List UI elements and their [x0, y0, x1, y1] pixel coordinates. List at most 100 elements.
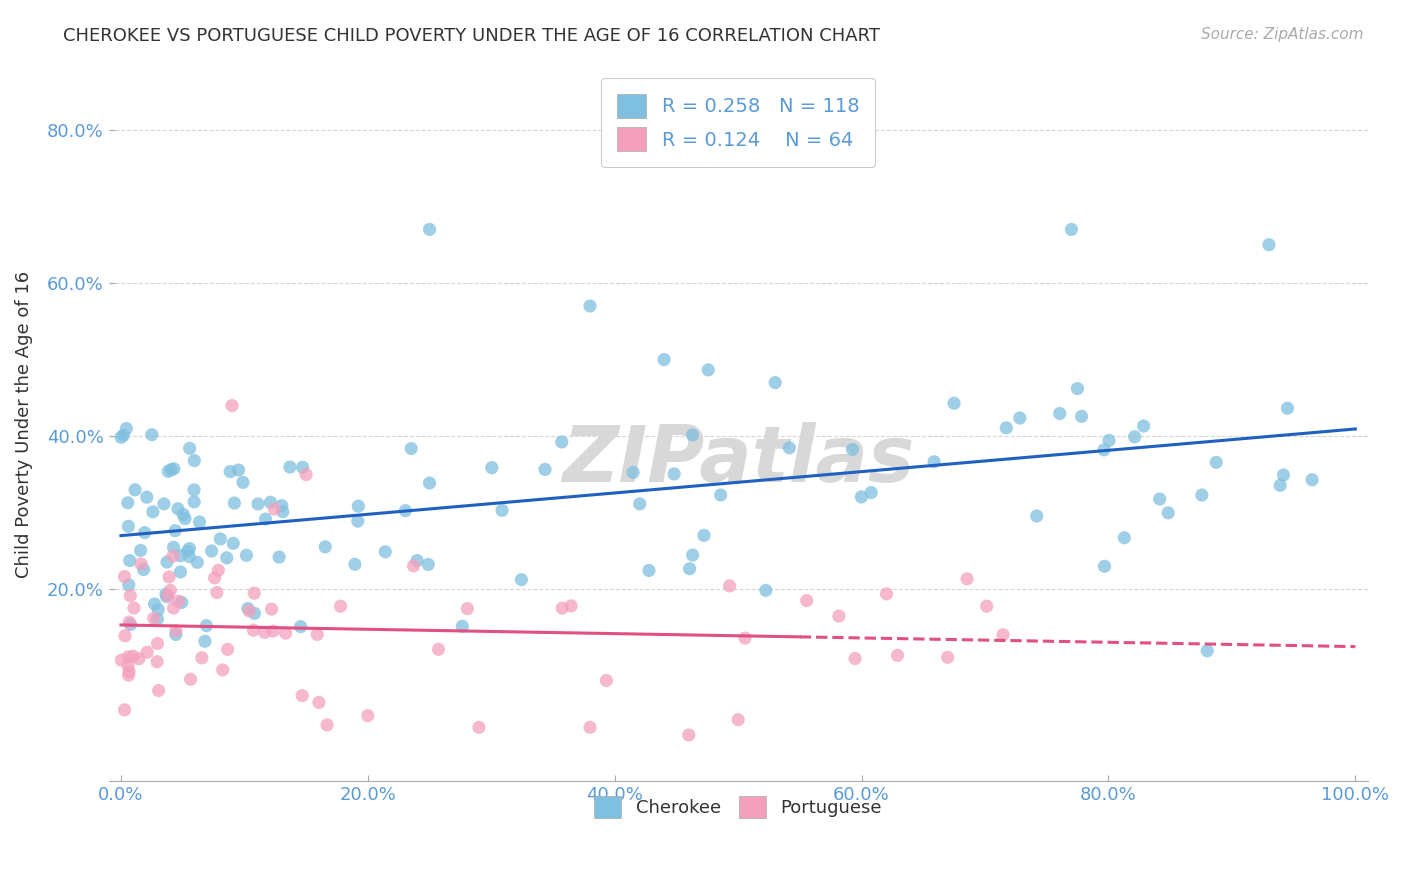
Point — [621, 466, 644, 480]
Point — [159, 583, 181, 598]
Point — [118, 578, 141, 592]
Point — [271, 505, 294, 519]
Point — [148, 602, 170, 616]
Point — [638, 564, 661, 578]
Point — [936, 650, 959, 665]
Point — [260, 602, 283, 616]
Point — [136, 645, 159, 659]
Point — [200, 544, 222, 558]
Point — [560, 599, 582, 613]
Point — [209, 532, 232, 546]
Point — [235, 549, 257, 563]
Point — [394, 503, 416, 517]
Point — [419, 475, 441, 490]
Point — [1301, 473, 1323, 487]
Point — [156, 589, 179, 603]
Point — [347, 499, 370, 513]
Point — [160, 462, 183, 476]
Point — [291, 689, 314, 703]
Point — [844, 651, 866, 665]
Point — [156, 555, 179, 569]
Point — [491, 503, 513, 517]
Point — [204, 571, 226, 585]
Point — [243, 586, 266, 600]
Point — [221, 399, 243, 413]
Point — [402, 558, 425, 573]
Point — [179, 442, 201, 456]
Point — [114, 629, 136, 643]
Point — [595, 673, 617, 688]
Point — [120, 617, 142, 632]
Point — [628, 497, 651, 511]
Point — [551, 434, 574, 449]
Point — [1272, 467, 1295, 482]
Point — [228, 463, 250, 477]
Point — [307, 627, 329, 641]
Point — [118, 665, 141, 679]
Point — [678, 562, 700, 576]
Y-axis label: Child Poverty Under the Age of 16: Child Poverty Under the Age of 16 — [15, 271, 32, 578]
Point — [678, 728, 700, 742]
Legend: Cherokee, Portuguese: Cherokee, Portuguese — [588, 789, 889, 825]
Point — [117, 668, 139, 682]
Point — [122, 601, 145, 615]
Point — [763, 376, 786, 390]
Point — [796, 593, 818, 607]
Point — [172, 508, 194, 522]
Point — [183, 453, 205, 467]
Point — [117, 649, 139, 664]
Point — [995, 421, 1018, 435]
Point — [991, 628, 1014, 642]
Point — [157, 570, 180, 584]
Point — [1132, 419, 1154, 434]
Point — [129, 543, 152, 558]
Point — [114, 703, 136, 717]
Point — [170, 595, 193, 609]
Point — [1070, 409, 1092, 424]
Point — [456, 601, 478, 615]
Point — [163, 462, 186, 476]
Point — [886, 648, 908, 663]
Point — [727, 713, 749, 727]
Point — [399, 442, 422, 456]
Point — [117, 496, 139, 510]
Point — [1114, 531, 1136, 545]
Point — [117, 658, 139, 673]
Point — [118, 553, 141, 567]
Point — [1066, 382, 1088, 396]
Point — [1277, 401, 1299, 416]
Point — [316, 718, 339, 732]
Point — [262, 624, 284, 638]
Point — [129, 557, 152, 571]
Point — [179, 549, 201, 564]
Point — [205, 585, 228, 599]
Point — [232, 475, 254, 490]
Point — [662, 467, 685, 481]
Point — [841, 442, 863, 457]
Point — [247, 497, 270, 511]
Point — [217, 642, 239, 657]
Point — [1098, 434, 1121, 448]
Point — [179, 541, 201, 556]
Point — [943, 396, 966, 410]
Point — [510, 573, 533, 587]
Point — [169, 565, 191, 579]
Text: CHEROKEE VS PORTUGUESE CHILD POVERTY UNDER THE AGE OF 16 CORRELATION CHART: CHEROKEE VS PORTUGUESE CHILD POVERTY UND… — [63, 27, 880, 45]
Point — [697, 363, 720, 377]
Point — [308, 696, 330, 710]
Point — [142, 505, 165, 519]
Point — [167, 501, 190, 516]
Point — [1008, 411, 1031, 425]
Point — [253, 625, 276, 640]
Point — [1025, 508, 1047, 523]
Point — [222, 536, 245, 550]
Point — [734, 631, 756, 645]
Point — [346, 514, 368, 528]
Point — [278, 460, 301, 475]
Point — [169, 549, 191, 563]
Point — [1049, 407, 1071, 421]
Point — [451, 619, 474, 633]
Point — [188, 515, 211, 529]
Point — [165, 624, 187, 638]
Point — [418, 558, 440, 572]
